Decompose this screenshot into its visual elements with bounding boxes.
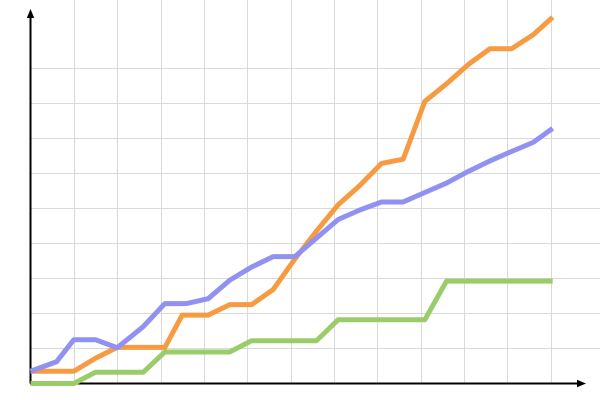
vertical-gridlines <box>74 0 552 384</box>
horizontal-gridlines <box>30 68 600 349</box>
x-axis-arrow-icon <box>577 379 586 388</box>
axis-group <box>26 9 586 388</box>
y-axis-arrow-icon <box>26 9 35 18</box>
line-series-green <box>30 278 553 386</box>
line-series-purple <box>29 126 555 374</box>
series-group <box>29 15 555 386</box>
